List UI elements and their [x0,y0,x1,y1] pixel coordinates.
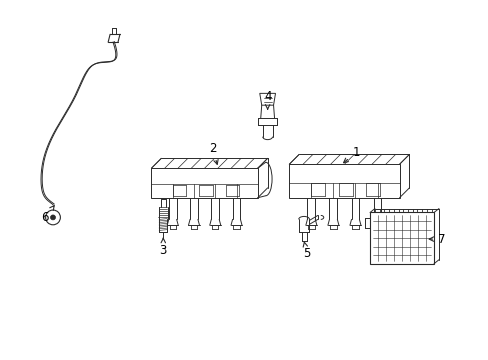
Text: 6: 6 [41,206,54,224]
Text: 7: 7 [428,233,445,246]
Text: 1: 1 [343,146,359,163]
Bar [369,212,433,264]
Text: 2: 2 [208,142,218,164]
Circle shape [50,215,55,220]
Text: 5: 5 [303,242,310,260]
Text: 4: 4 [264,90,271,109]
Text: 3: 3 [159,238,166,257]
